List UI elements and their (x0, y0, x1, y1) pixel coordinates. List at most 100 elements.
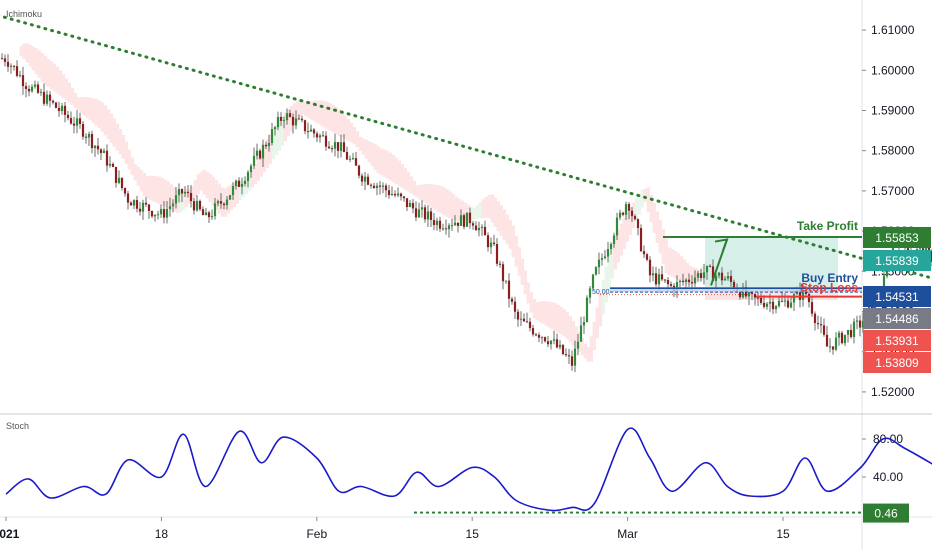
candle-body (615, 217, 619, 236)
ichimoku-cloud-segment (55, 66, 60, 94)
candle-body (654, 273, 658, 285)
candle-body (165, 208, 169, 218)
candle-body (498, 263, 502, 265)
candle-body (345, 152, 349, 160)
candle-body (855, 320, 859, 322)
ichimoku-cloud-segment (553, 303, 558, 332)
candle-body (348, 158, 352, 160)
candle-body (309, 129, 313, 132)
candle-body (369, 184, 373, 186)
candle-body (333, 142, 337, 149)
candle-body (138, 208, 142, 212)
candle-body (249, 165, 253, 173)
ichimoku-cloud-segment (289, 105, 294, 132)
stop-loss-zone (705, 290, 838, 301)
candle-body (579, 325, 583, 342)
ichimoku-cloud-segment (106, 109, 111, 140)
ichimoku-cloud-segment (73, 92, 78, 108)
ichimoku-cloud-segment (529, 292, 534, 313)
ichimoku-cloud-segment (625, 212, 630, 242)
ichimoku-cloud-segment (127, 149, 132, 170)
candle-body (324, 135, 328, 147)
candle-body (156, 214, 160, 216)
candle-body (264, 144, 268, 147)
candle-body (546, 341, 550, 345)
candle-body (531, 328, 535, 335)
ichimoku-cloud-segment (43, 55, 48, 85)
candle-body (228, 195, 232, 200)
candle-body (342, 142, 346, 153)
candle-body (666, 280, 670, 285)
ichimoku-cloud-segment (385, 150, 390, 179)
ichimoku-cloud-segment (112, 118, 117, 147)
ichimoku-cloud-segment (559, 306, 564, 335)
candle-body (393, 193, 397, 196)
ichimoku-cloud-segment (286, 108, 291, 137)
candle-body (486, 235, 490, 248)
ichimoku-cloud-segment (121, 134, 126, 159)
ichimoku-cloud-segment (382, 149, 387, 177)
candle-body (312, 129, 316, 134)
candle-body (768, 301, 772, 304)
candle-body (435, 220, 439, 226)
candle-body (96, 145, 100, 150)
take-profit-zone (705, 237, 838, 291)
ichimoku-cloud-segment (184, 189, 189, 207)
candle-body (153, 214, 157, 217)
ichimoku-cloud-segment (109, 113, 114, 143)
candle-body (450, 225, 454, 227)
ichimoku-cloud-segment (394, 157, 399, 185)
ichimoku-cloud-segment (391, 154, 396, 183)
ichimoku-cloud-segment (388, 152, 393, 181)
candle-body (723, 278, 727, 281)
ichimoku-cloud-segment (640, 189, 645, 208)
candle-body (69, 118, 73, 124)
candle-body (303, 120, 307, 132)
ichimoku-cloud-segment (517, 247, 522, 276)
candle-body (351, 158, 355, 160)
ichimoku-cloud-segment (658, 219, 663, 254)
candle-body (270, 129, 274, 143)
ichimoku-cloud-segment (52, 63, 57, 92)
ichimoku-cloud-segment (544, 301, 549, 326)
candle-body (645, 254, 649, 260)
candle-body (690, 282, 694, 284)
candle-body (849, 330, 853, 337)
candle-body (831, 346, 835, 350)
time-tick-label: 18 (155, 527, 169, 541)
candle-body (774, 306, 778, 310)
candle-body (177, 189, 181, 196)
candle-body (9, 65, 13, 67)
ichimoku-cloud-segment (34, 48, 39, 74)
ichimoku-cloud-segment (523, 270, 528, 295)
candle-body (492, 242, 496, 245)
ichimoku-cloud-segment (520, 258, 525, 285)
candle-body (753, 293, 757, 298)
candle-body (816, 323, 820, 325)
candle-body (93, 145, 97, 149)
ichimoku-cloud-segment (64, 78, 69, 101)
ichimoku-cloud-segment (247, 175, 252, 191)
candle-body (243, 180, 247, 184)
ichimoku-cloud-segment (490, 194, 495, 223)
candle-body (357, 165, 361, 176)
candle-body (639, 228, 643, 252)
candle-body (663, 279, 667, 281)
candle-body (597, 259, 601, 268)
candle-body (15, 66, 19, 76)
candle-body (432, 219, 436, 226)
price-tag (863, 250, 931, 271)
candle-body (636, 219, 640, 229)
candle-body (438, 220, 442, 229)
candle-body (183, 191, 187, 194)
ichimoku-cloud-segment (667, 247, 672, 276)
candle-body (99, 149, 103, 153)
candle-body (462, 215, 466, 227)
ichimoku-cloud-segment (100, 102, 105, 132)
stoch-indicator-label: Stoch (6, 421, 29, 431)
ichimoku-cloud-segment (532, 298, 537, 319)
candle-body (390, 193, 394, 196)
candle-body (282, 120, 286, 122)
candle-body (204, 212, 208, 216)
